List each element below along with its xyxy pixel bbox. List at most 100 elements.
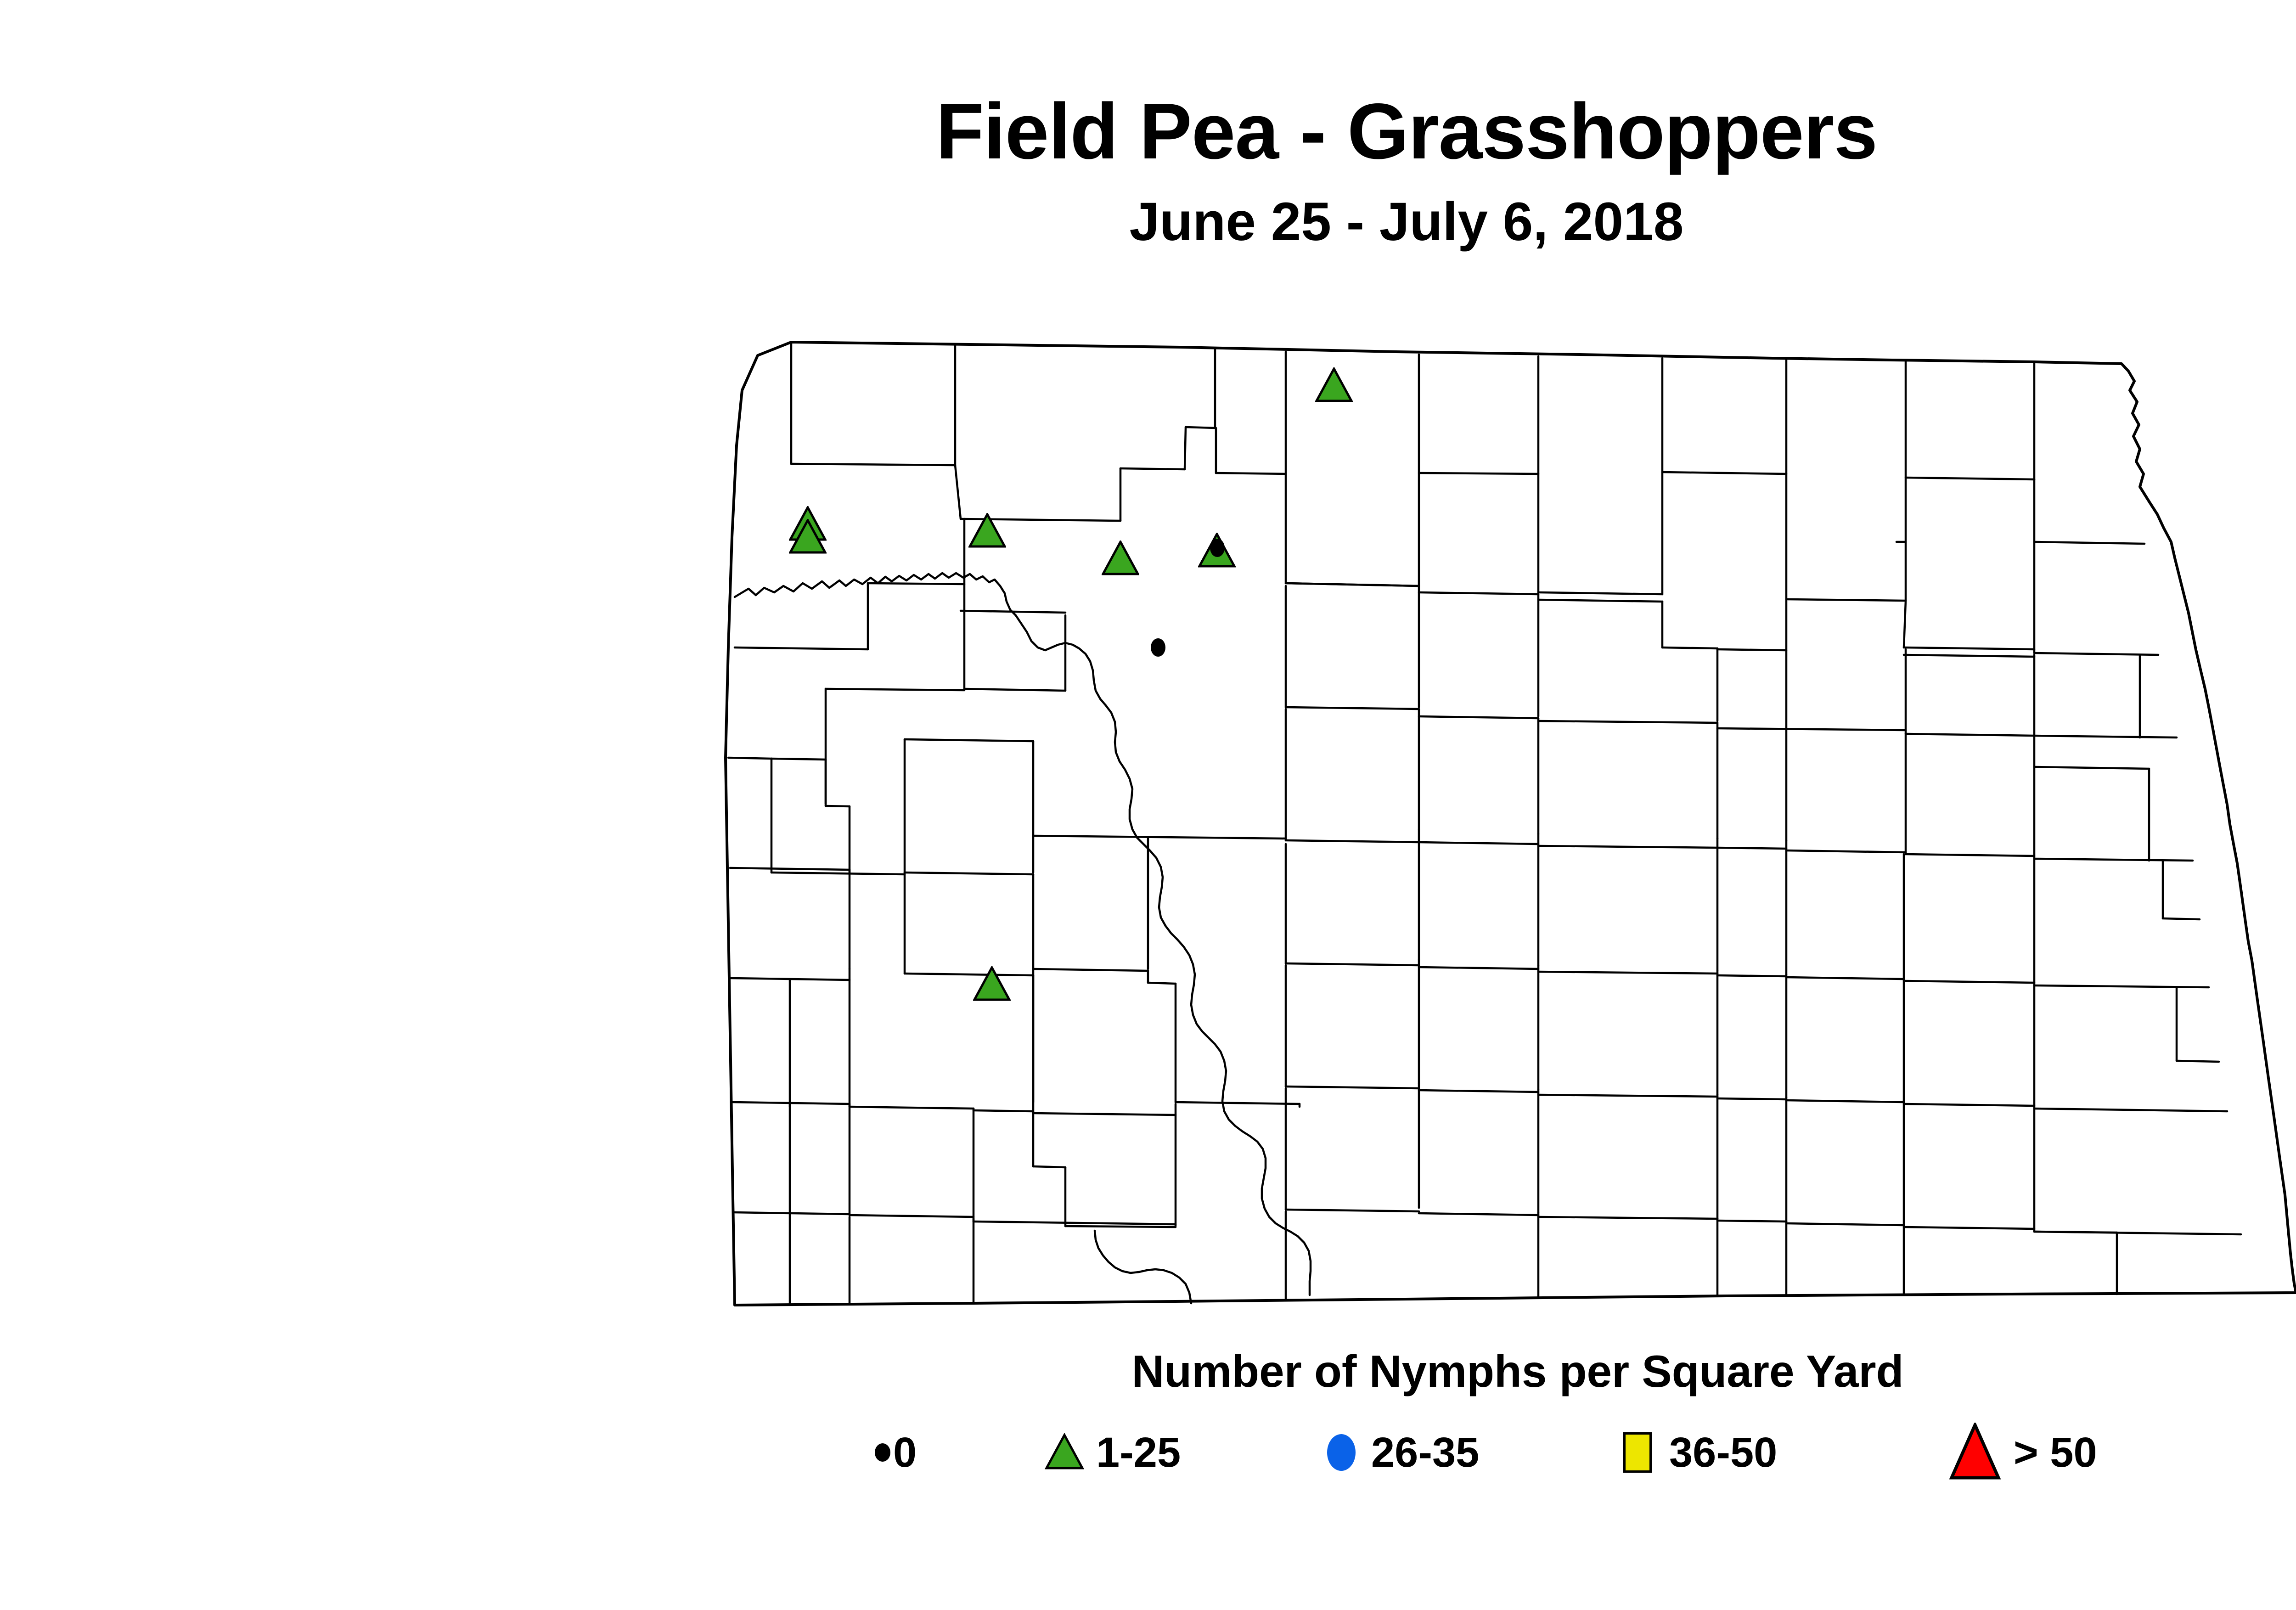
county-line: [1716, 648, 1788, 652]
red-triangle-icon: [1949, 1420, 2001, 1483]
yellow-square-icon: [1623, 1432, 1652, 1473]
title-block: Field Pea - Grasshoppers June 25 - July …: [0, 92, 2296, 249]
county-line: [1661, 646, 1719, 650]
county-line: [1785, 849, 1907, 854]
marker-layer: [716, 326, 2296, 1309]
north-dakota-county-map[interactable]: [716, 326, 2296, 1309]
county-line: [770, 871, 906, 876]
county-line: [1537, 1093, 1719, 1098]
county-line: [1902, 1226, 2036, 1230]
county-line: [848, 1214, 975, 1218]
legend-label: 36-50: [1669, 1429, 1778, 1476]
county-line: [2033, 984, 2210, 989]
county-line: [1785, 1099, 1905, 1103]
county-line: [1032, 1165, 1067, 1169]
county-line: [824, 687, 966, 692]
county-line: [1537, 591, 1664, 596]
county-line: [733, 646, 869, 651]
county-line: [2161, 917, 2201, 921]
legend-label: 26-35: [1371, 1429, 1480, 1476]
county-line: [1904, 476, 2036, 481]
county-line: [2033, 766, 2150, 770]
legend-item-1-25[interactable]: 1-25: [1044, 1416, 1181, 1489]
county-line: [1284, 582, 1420, 587]
map-marker-triangle-1-25[interactable]: [968, 512, 1007, 550]
county-line: [1174, 1101, 1301, 1105]
legend-items: 0 1-25 26-35 36-50: [0, 1416, 2296, 1508]
county-line: [2033, 1107, 2228, 1113]
county-line: [1904, 853, 2036, 857]
blue-circle-icon: [1327, 1434, 1356, 1471]
county-line: [1418, 591, 1540, 596]
green-triangle-icon: [968, 512, 1007, 548]
legend-item-0[interactable]: 0: [875, 1416, 917, 1489]
county-line: [1785, 976, 1905, 980]
county-line: [732, 1101, 851, 1105]
county-line: [903, 871, 1035, 876]
county-line: [1418, 966, 1540, 970]
county-line: [1215, 472, 1287, 475]
green-triangle-icon: [1044, 1432, 1085, 1472]
green-triangle-icon: [972, 965, 1012, 1001]
map-svg: [724, 341, 2296, 1306]
map-marker-triangle-1-25[interactable]: [788, 518, 827, 556]
county-line: [1537, 720, 1719, 724]
county-line: [903, 738, 1035, 743]
county-line: [2033, 652, 2160, 656]
county-line: [848, 1105, 975, 1110]
county-line: [2033, 1230, 2242, 1236]
county-line: [1418, 1212, 1540, 1216]
county-line: [1537, 844, 1719, 849]
county-line: [1716, 1097, 1788, 1101]
legend: Number of Nymphs per Square Yard 0 1-25 …: [0, 1345, 2296, 1508]
lake-sakakawea: [733, 572, 1312, 1296]
green-triangle-icon: [1101, 539, 1140, 575]
county-line: [770, 757, 827, 761]
state-outline: [724, 341, 2296, 1306]
missouri-river-south: [1093, 1229, 1193, 1305]
county-line: [1716, 727, 1907, 732]
county-line: [1147, 981, 1177, 985]
legend-item-26-35[interactable]: 26-35: [1327, 1416, 1479, 1489]
county-line: [729, 867, 851, 871]
page-subtitle: June 25 - July 6, 2018: [1129, 191, 1684, 252]
map-marker-triangle-1-25[interactable]: [1101, 539, 1140, 578]
county-line: [972, 1109, 1035, 1113]
county-line: [1418, 472, 1540, 475]
map-marker-dot-0[interactable]: [1151, 638, 1165, 657]
county-line: [1032, 1112, 1177, 1116]
county-line: [1284, 706, 1420, 710]
map-marker-triangle-1-25[interactable]: [972, 965, 1012, 1003]
map-marker-triangle-1-25[interactable]: [1314, 366, 1354, 405]
county-line: [732, 1211, 851, 1216]
county-line: [1284, 1085, 1420, 1090]
county-line: [1184, 426, 1216, 429]
county-line: [1716, 846, 1788, 850]
county-line: [1902, 646, 2036, 651]
county-line: [1284, 839, 1420, 844]
map-marker-dot-0[interactable]: [1210, 539, 1225, 557]
county-line: [1661, 471, 1788, 475]
county-line: [1032, 834, 1287, 840]
county-line: [1418, 715, 1540, 720]
legend-item-36-50[interactable]: 36-50: [1623, 1416, 1777, 1489]
county-line: [1119, 467, 1186, 471]
legend-label: 1-25: [1096, 1429, 1181, 1476]
black-dot-icon: [875, 1443, 890, 1462]
legend-item-gt-50[interactable]: > 50: [1949, 1416, 2097, 1489]
green-triangle-icon: [788, 518, 827, 554]
county-line: [1418, 1089, 1540, 1093]
county-line: [2175, 1059, 2220, 1063]
county-line: [790, 462, 957, 467]
legend-caption: Number of Nymphs per Square Yard: [1131, 1346, 1904, 1396]
county-line: [954, 464, 962, 520]
county-line: [1785, 1222, 1905, 1227]
county-line: [1284, 962, 1420, 967]
county-line: [1032, 968, 1149, 972]
county-line: [1902, 980, 2036, 984]
county-line: [972, 1220, 1177, 1226]
county-line: [903, 972, 1035, 977]
county-line: [1537, 970, 1719, 975]
county-line: [2033, 734, 2178, 739]
county-line: [867, 582, 966, 585]
